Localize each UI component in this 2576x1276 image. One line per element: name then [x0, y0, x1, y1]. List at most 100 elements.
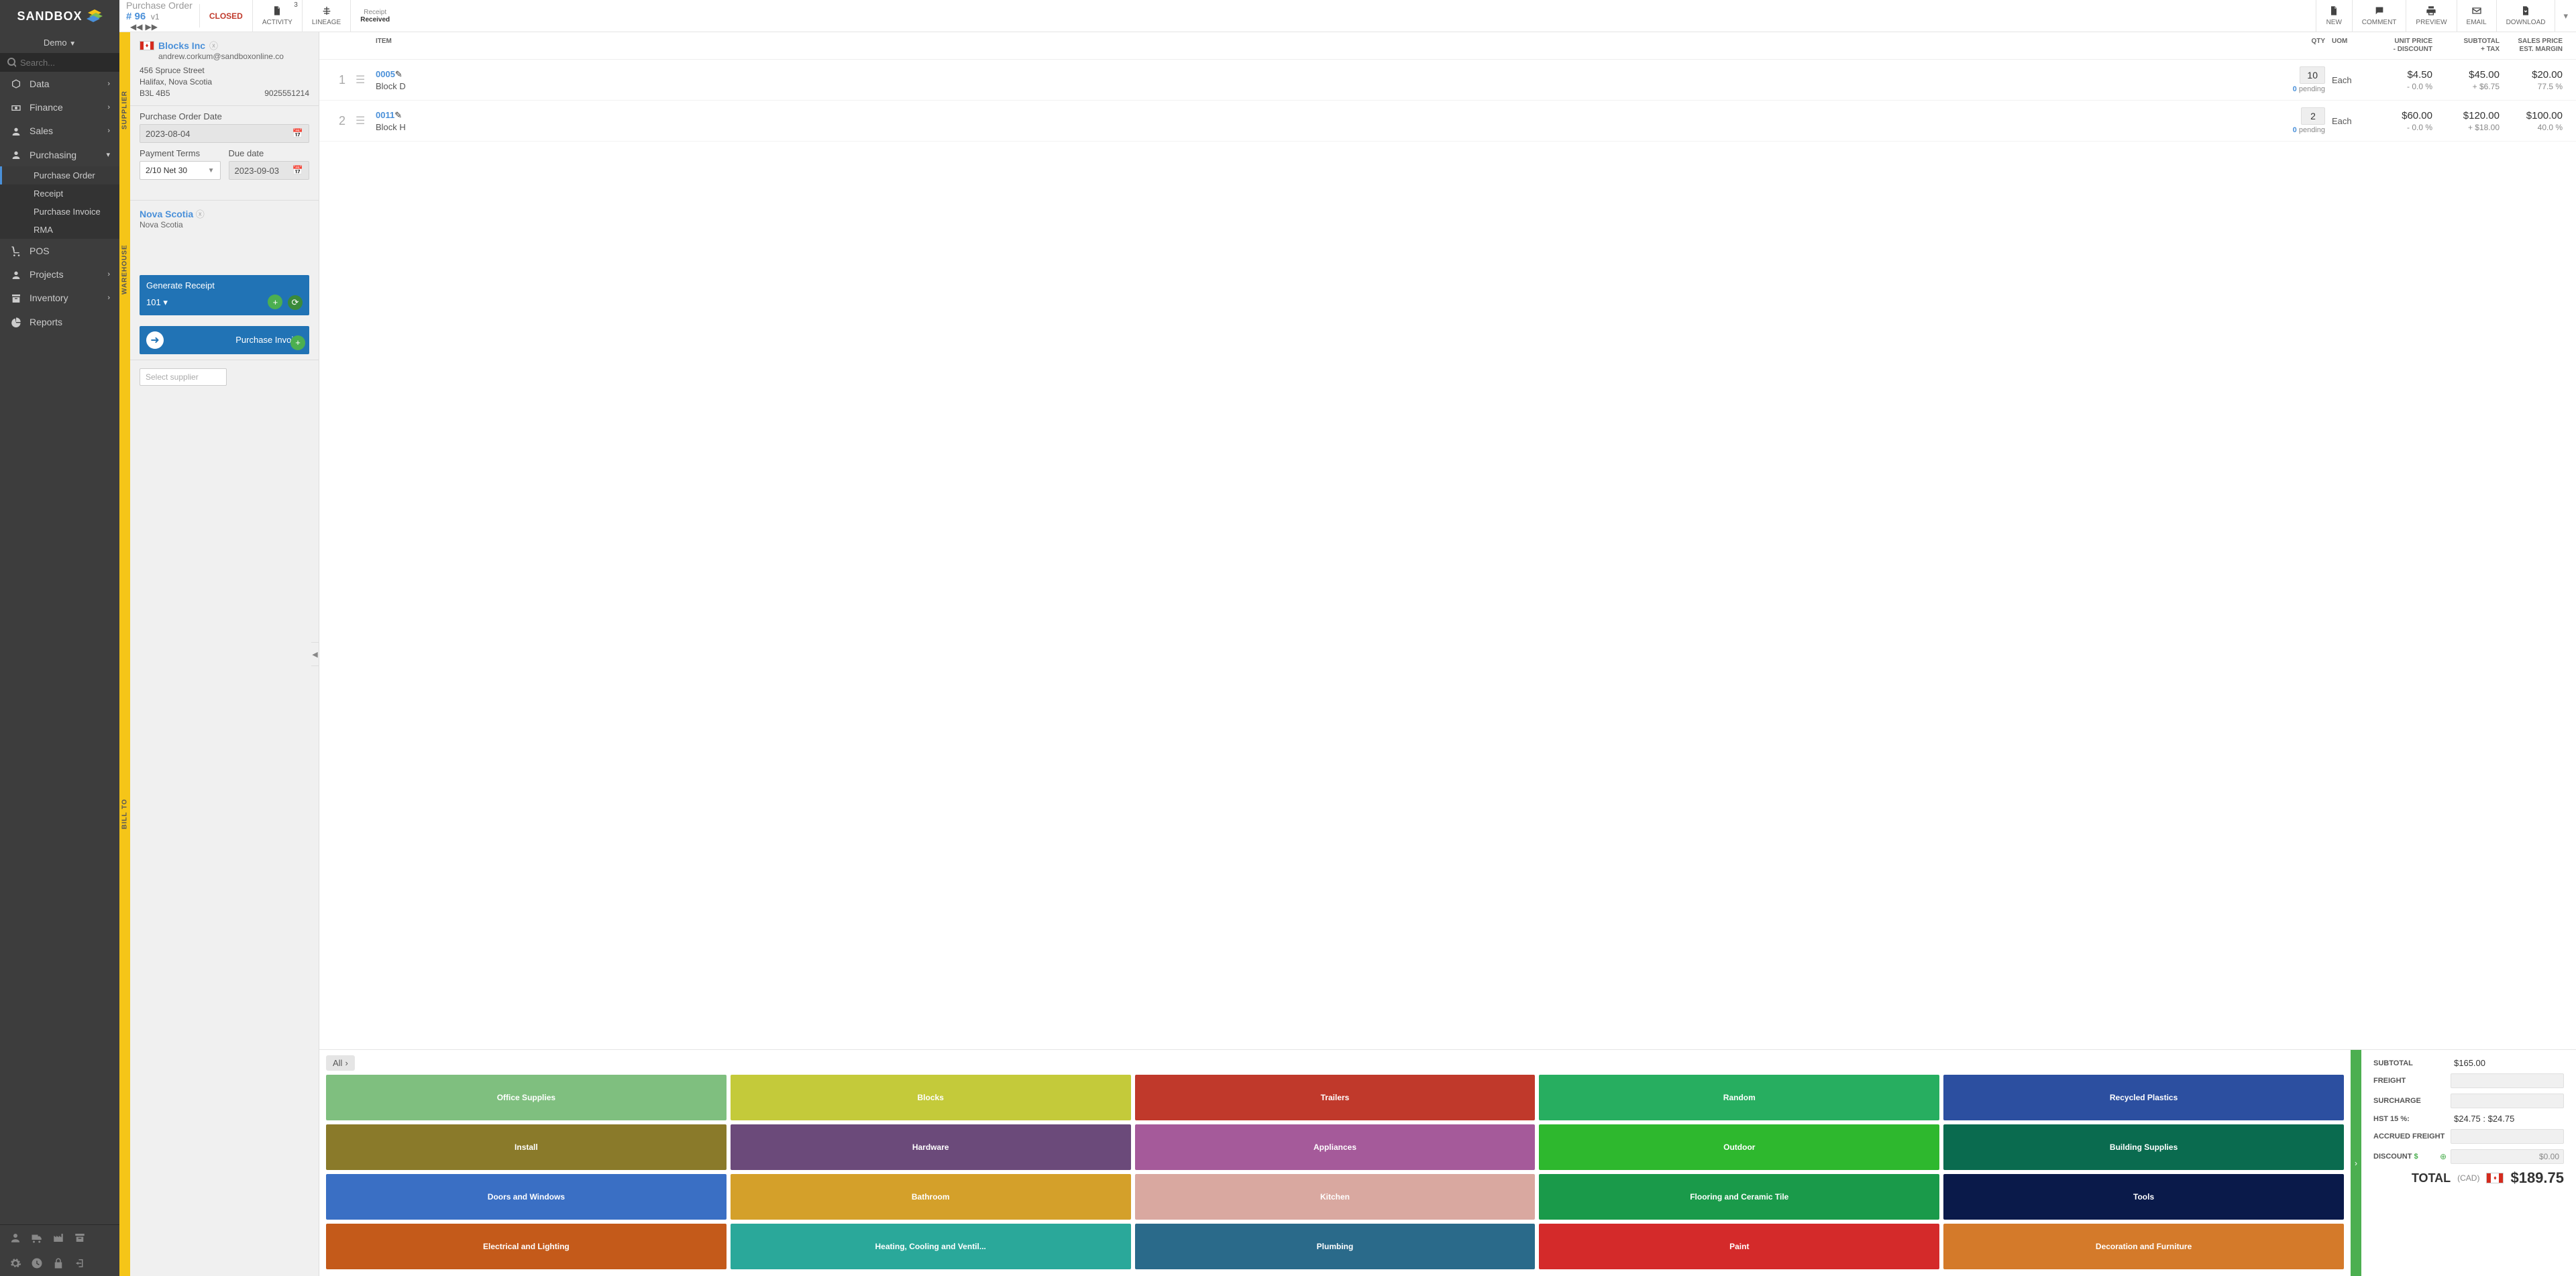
edit-line-icon[interactable]: ✎ — [394, 110, 402, 120]
clock-icon[interactable] — [31, 1257, 43, 1269]
nav-item-finance[interactable]: Finance› — [0, 95, 119, 119]
nav-subitem-purchase-invoice[interactable]: Purchase Invoice — [0, 203, 119, 221]
totals-panel: SUBTOTAL$165.00 FREIGHT SURCHARGE HST 15… — [2361, 1050, 2576, 1276]
category-tile[interactable]: Decoration and Furniture — [1943, 1224, 2344, 1269]
collapse-panel-icon[interactable]: ◀ — [311, 642, 319, 666]
users-icon[interactable] — [9, 1232, 21, 1244]
category-tile[interactable]: Plumbing — [1135, 1224, 1536, 1269]
category-tile[interactable]: Hardware — [731, 1124, 1131, 1170]
tenant-selector[interactable]: Demo ▼ — [0, 32, 119, 53]
rail-supplier: SUPPLIER — [119, 32, 130, 188]
topbar: Purchase Order # 96 v1 ◀◀ ▶▶ CLOSED 3 A — [119, 0, 2576, 32]
category-tile[interactable]: Bathroom — [731, 1174, 1131, 1220]
line-sku[interactable]: 0005 — [376, 69, 395, 79]
more-menu[interactable]: ▾ — [2555, 0, 2576, 32]
category-filter-all[interactable]: All › — [326, 1055, 355, 1071]
supplier-name[interactable]: Blocks Inc — [158, 40, 205, 51]
comment-button[interactable]: COMMENT — [2352, 0, 2406, 32]
remove-supplier-icon[interactable]: ⓧ — [209, 39, 218, 52]
warehouse-name[interactable]: Nova Scotia — [140, 209, 193, 219]
refresh-receipt-icon[interactable]: ⟳ — [288, 295, 303, 310]
add-discount-icon[interactable]: ⊕ — [2440, 1152, 2447, 1161]
mail-icon — [2471, 5, 2482, 16]
archive-icon[interactable] — [74, 1232, 86, 1244]
cash-icon — [11, 103, 21, 113]
surcharge-input[interactable] — [2451, 1094, 2564, 1108]
truck-icon[interactable] — [31, 1232, 43, 1244]
edit-line-icon[interactable]: ✎ — [395, 69, 402, 79]
category-tile[interactable]: Appliances — [1135, 1124, 1536, 1170]
download-button[interactable]: DOWNLOAD — [2496, 0, 2555, 32]
details-panel: SUPPLIER WAREHOUSE BILL TO Blocks Inc ⓧ … — [119, 32, 319, 1276]
category-tile[interactable]: Outdoor — [1539, 1124, 1939, 1170]
nav-subitem-rma[interactable]: RMA — [0, 221, 119, 239]
nav-item-data[interactable]: Data› — [0, 72, 119, 95]
prev-record-icon[interactable]: ◀◀ — [130, 22, 142, 32]
nav-item-reports[interactable]: Reports — [0, 310, 119, 333]
po-number: # 96 — [126, 11, 146, 22]
preview-button[interactable]: PREVIEW — [2406, 0, 2456, 32]
category-tile[interactable]: Doors and Windows — [326, 1174, 727, 1220]
category-tile[interactable]: Tools — [1943, 1174, 2344, 1220]
factory-icon[interactable] — [52, 1232, 64, 1244]
rail-warehouse: WAREHOUSE — [119, 188, 130, 352]
gear-icon[interactable] — [9, 1257, 21, 1269]
discount-input[interactable] — [2451, 1149, 2564, 1164]
due-date-input[interactable]: 2023-09-03📅 — [229, 161, 310, 180]
category-tile[interactable]: Heating, Cooling and Ventil... — [731, 1224, 1131, 1269]
po-date-input[interactable]: 2023-08-04📅 — [140, 124, 309, 143]
email-button[interactable]: EMAIL — [2457, 0, 2496, 32]
new-button[interactable]: NEW — [2316, 0, 2352, 32]
category-tile[interactable]: Building Supplies — [1943, 1124, 2344, 1170]
accrued-freight-input[interactable] — [2451, 1129, 2564, 1144]
receipt-status[interactable]: Receipt Received — [350, 0, 399, 32]
add-receipt-icon[interactable]: + — [268, 295, 282, 309]
page-title: Purchase Order — [126, 0, 193, 11]
nav-item-sales[interactable]: Sales› — [0, 119, 119, 143]
lineage-button[interactable]: LINEAGE — [302, 0, 350, 32]
search-input[interactable] — [20, 58, 113, 68]
drag-handle-icon[interactable]: ☰ — [356, 114, 376, 127]
activity-button[interactable]: 3 ACTIVITY — [252, 0, 302, 32]
next-record-icon[interactable]: ▶▶ — [145, 22, 157, 32]
supplier-email: andrew.corkum@sandboxonline.co — [158, 52, 309, 61]
category-tile[interactable]: Flooring and Ceramic Tile — [1539, 1174, 1939, 1220]
logo: SANDBOX — [0, 0, 119, 32]
category-tile[interactable]: Kitchen — [1135, 1174, 1536, 1220]
lock-icon[interactable] — [52, 1257, 64, 1269]
nav-item-pos[interactable]: POS — [0, 239, 119, 262]
search-bar — [0, 53, 119, 72]
line-sku[interactable]: 0011 — [376, 110, 394, 120]
nav-item-projects[interactable]: Projects› — [0, 262, 119, 286]
category-tile[interactable]: Office Supplies — [326, 1075, 727, 1120]
select-supplier-dropdown[interactable]: Select supplier — [140, 368, 227, 386]
category-tile[interactable]: Electrical and Lighting — [326, 1224, 727, 1269]
lines-header: ITEM QTY UOM UNIT PRICE- DISCOUNT SUBTOT… — [319, 32, 2576, 60]
qty-input[interactable]: 10 — [2300, 66, 2325, 84]
payment-terms-select[interactable]: 2/10 Net 30▼ — [140, 161, 221, 180]
download-icon — [2520, 5, 2531, 16]
nav-item-inventory[interactable]: Inventory› — [0, 286, 119, 310]
category-tile[interactable]: Random — [1539, 1075, 1939, 1120]
remove-warehouse-icon[interactable]: ⓧ — [196, 209, 205, 219]
generate-receipt-card[interactable]: Generate Receipt 101 ▾ + ⟳ — [140, 275, 309, 315]
nav-subitem-receipt[interactable]: Receipt — [0, 184, 119, 203]
logout-icon[interactable] — [74, 1257, 86, 1269]
add-invoice-icon[interactable]: + — [290, 335, 305, 350]
category-tile[interactable]: Paint — [1539, 1224, 1939, 1269]
drag-handle-icon[interactable]: ☰ — [356, 73, 376, 87]
search-icon — [7, 57, 16, 68]
category-tile[interactable]: Install — [326, 1124, 727, 1170]
category-tile[interactable]: Blocks — [731, 1075, 1131, 1120]
purchase-invoice-card[interactable]: ➜ Purchase Invoice + — [140, 326, 309, 354]
qty-input[interactable]: 2 — [2301, 107, 2325, 125]
nav-subitem-purchase-order[interactable]: Purchase Order — [0, 166, 119, 184]
print-icon — [2426, 5, 2436, 16]
category-tile[interactable]: Trailers — [1135, 1075, 1536, 1120]
expand-totals-icon[interactable]: › — [2351, 1050, 2361, 1276]
category-tile[interactable]: Recycled Plastics — [1943, 1075, 2344, 1120]
freight-input[interactable] — [2451, 1073, 2564, 1088]
tree-icon — [321, 5, 332, 16]
nav-item-purchasing[interactable]: Purchasing▾ — [0, 143, 119, 166]
comment-icon — [2374, 5, 2385, 16]
